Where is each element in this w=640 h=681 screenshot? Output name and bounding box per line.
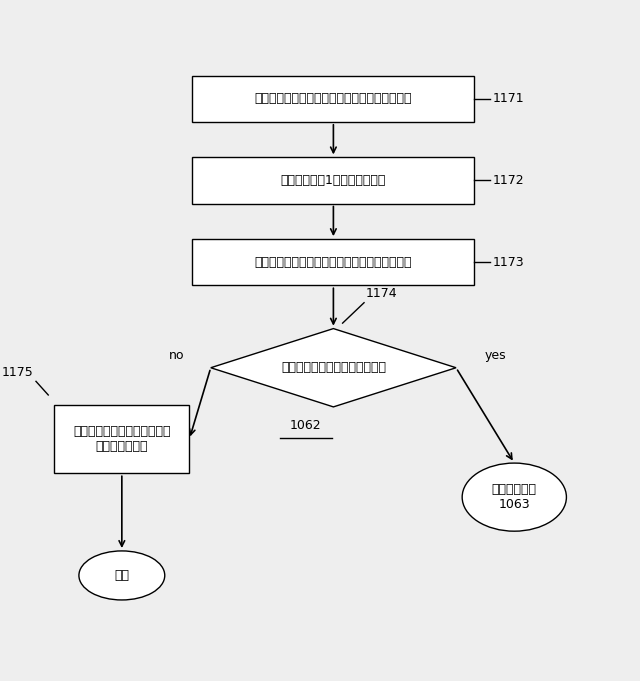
Text: 1173: 1173 — [493, 255, 524, 269]
FancyBboxPatch shape — [193, 239, 474, 285]
FancyBboxPatch shape — [193, 76, 474, 122]
Text: 1171: 1171 — [493, 92, 524, 106]
Text: プロシージャ
1063: プロシージャ 1063 — [492, 483, 537, 511]
Text: 1175: 1175 — [1, 366, 33, 379]
Text: 認証情報を第1のサーバに伝達: 認証情報を第1のサーバに伝達 — [281, 174, 386, 187]
Polygon shape — [211, 328, 456, 407]
Ellipse shape — [462, 463, 566, 531]
Text: 1174: 1174 — [365, 287, 397, 300]
Text: 認証情報が正しいか否かを判定: 認証情報が正しいか否かを判定 — [281, 361, 386, 375]
Text: 終了: 終了 — [115, 569, 129, 582]
Text: yes: yes — [485, 349, 507, 362]
Text: 1062: 1062 — [290, 419, 322, 432]
Ellipse shape — [79, 551, 164, 600]
FancyBboxPatch shape — [54, 405, 189, 473]
Text: クライアントコンピュータから認証情報を要求: クライアントコンピュータから認証情報を要求 — [255, 92, 412, 106]
Text: no: no — [169, 349, 185, 362]
FancyBboxPatch shape — [193, 157, 474, 204]
Text: クライアントコンピュータから認証情報を受信: クライアントコンピュータから認証情報を受信 — [255, 255, 412, 269]
Text: 認証情報が正しくないことを
ユーザーに通知: 認証情報が正しくないことを ユーザーに通知 — [73, 425, 171, 454]
Text: 1172: 1172 — [493, 174, 524, 187]
